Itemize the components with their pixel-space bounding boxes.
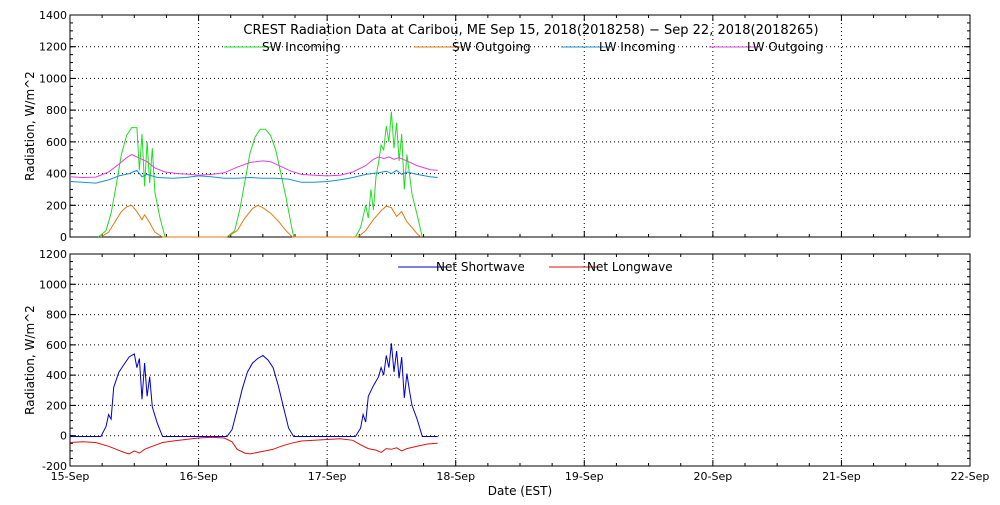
legend-label-sw-incoming: SW Incoming <box>262 40 341 54</box>
x-tick-label: 17-Sep <box>308 470 347 483</box>
y-tick-label: 200 <box>46 399 67 412</box>
legend-label-net-shortwave: Net Shortwave <box>436 260 525 274</box>
x-tick-label: 20-Sep <box>694 470 733 483</box>
y-tick-label: 800 <box>46 104 67 117</box>
x-axis-title: Date (EST) <box>488 484 552 498</box>
y-tick-label: 1000 <box>39 72 67 85</box>
x-tick-label: 21-Sep <box>822 470 861 483</box>
series-line-lw-incoming <box>69 169 438 184</box>
legend-label-lw-outgoing: LW Outgoing <box>747 40 824 54</box>
legend-label-sw-outgoing: SW Outgoing <box>452 40 531 54</box>
x-tick-label: 16-Sep <box>179 470 218 483</box>
series-line-sw-outgoing <box>100 204 422 238</box>
x-tick-label: 22-Sep <box>951 470 990 483</box>
series-line-lw-outgoing <box>69 153 438 179</box>
y-tick-label: 800 <box>46 309 67 322</box>
y-tick-label: 400 <box>46 168 67 181</box>
x-tick-label: 15-Sep <box>51 470 90 483</box>
y-tick-label: 1200 <box>39 41 67 54</box>
y-axis-title: Radiation, W/m^2 <box>23 71 37 181</box>
series-line-net-shortwave <box>70 343 438 437</box>
y-tick-label: 600 <box>46 136 67 149</box>
y-tick-label: 0 <box>60 430 67 443</box>
y-tick-label: 1000 <box>39 278 67 291</box>
series-line-net-longwave <box>69 436 438 455</box>
plot-frame-1 <box>69 253 971 467</box>
y-tick-label: 0 <box>60 231 67 244</box>
y-tick-label: 200 <box>46 199 67 212</box>
x-tick-label: 18-Sep <box>436 470 475 483</box>
y-tick-label: 600 <box>46 339 67 352</box>
series-line-sw-incoming <box>97 111 423 238</box>
y-tick-label: 1200 <box>39 248 67 261</box>
x-tick-label: 19-Sep <box>565 470 604 483</box>
y-axis-title: Radiation, W/m^2 <box>23 305 37 415</box>
legend-label-net-longwave: Net Longwave <box>587 260 673 274</box>
y-tick-label: 400 <box>46 369 67 382</box>
y-tick-label: 1400 <box>39 9 67 22</box>
y-tick-label: -200 <box>42 460 67 473</box>
chart-title: CREST Radiation Data at Caribou, ME Sep … <box>243 23 818 38</box>
legend-label-lw-incoming: LW Incoming <box>599 40 676 54</box>
